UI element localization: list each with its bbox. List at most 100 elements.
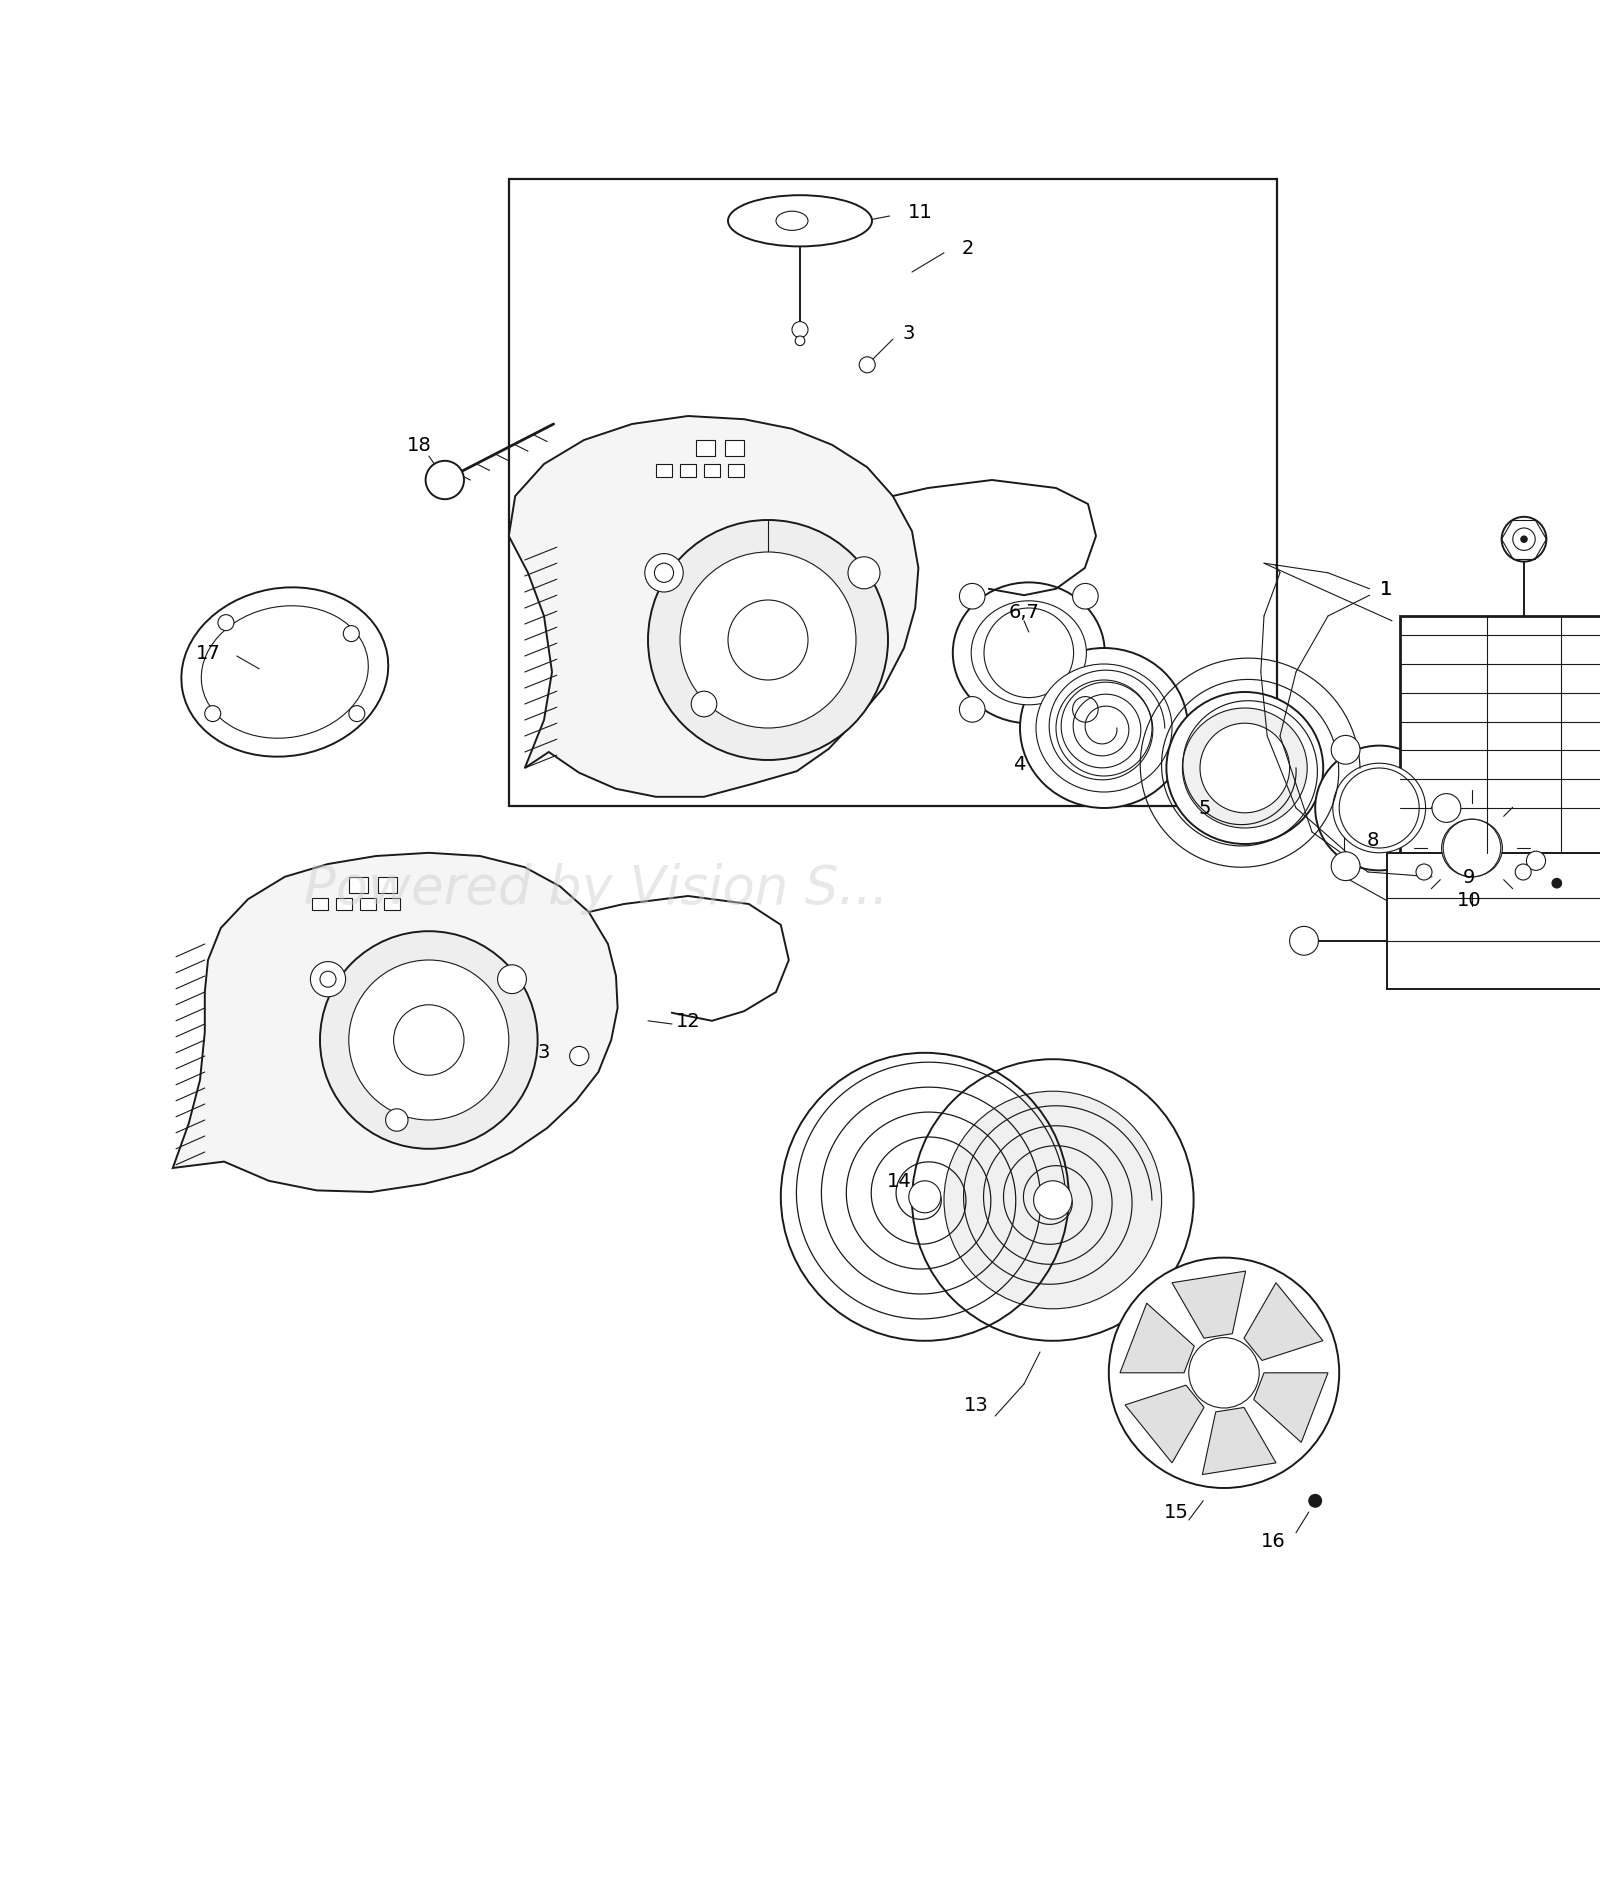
Circle shape	[218, 616, 234, 631]
Bar	[509, 179, 1277, 807]
Polygon shape	[1125, 1385, 1205, 1464]
Ellipse shape	[1202, 727, 1290, 810]
Circle shape	[1200, 723, 1290, 814]
Text: 6,7: 6,7	[1008, 603, 1040, 621]
Circle shape	[1109, 1258, 1339, 1489]
Text: 9: 9	[1462, 867, 1475, 886]
Circle shape	[310, 962, 346, 997]
Text: Powered by Vision S...: Powered by Vision S...	[304, 863, 888, 914]
Ellipse shape	[971, 601, 1086, 705]
Ellipse shape	[1430, 808, 1514, 888]
Circle shape	[1552, 878, 1562, 888]
Bar	[360, 897, 376, 910]
Bar	[384, 897, 400, 910]
Circle shape	[394, 1005, 464, 1075]
Circle shape	[205, 706, 221, 722]
Text: 18: 18	[406, 436, 432, 455]
Circle shape	[1189, 1337, 1259, 1409]
Bar	[728, 465, 744, 478]
Circle shape	[344, 627, 360, 642]
Circle shape	[1526, 852, 1546, 871]
Bar	[336, 897, 352, 910]
Circle shape	[1290, 927, 1318, 956]
Ellipse shape	[728, 196, 872, 247]
Bar	[696, 440, 715, 457]
Circle shape	[984, 608, 1074, 699]
Circle shape	[645, 553, 683, 593]
Text: 3: 3	[538, 1043, 550, 1062]
Bar	[378, 876, 397, 893]
Bar	[704, 465, 720, 478]
Bar	[312, 897, 328, 910]
Text: 14: 14	[886, 1171, 912, 1190]
Bar	[656, 465, 672, 478]
Polygon shape	[1202, 1407, 1277, 1475]
Circle shape	[426, 461, 464, 501]
Circle shape	[848, 557, 880, 589]
Circle shape	[792, 323, 808, 338]
Circle shape	[1514, 529, 1536, 552]
Circle shape	[1339, 769, 1419, 848]
Circle shape	[1515, 865, 1531, 880]
Circle shape	[1056, 680, 1152, 776]
Ellipse shape	[776, 212, 808, 230]
Circle shape	[728, 601, 808, 680]
Circle shape	[1309, 1494, 1322, 1507]
Polygon shape	[1120, 1303, 1194, 1373]
Circle shape	[648, 521, 888, 761]
Circle shape	[909, 1181, 941, 1213]
Circle shape	[795, 336, 805, 346]
Circle shape	[960, 584, 986, 610]
Circle shape	[944, 1092, 1162, 1309]
Polygon shape	[1245, 1283, 1323, 1360]
Circle shape	[1331, 852, 1360, 880]
Circle shape	[680, 553, 856, 729]
Circle shape	[691, 691, 717, 718]
Text: 10: 10	[1456, 890, 1482, 909]
Text: 13: 13	[963, 1396, 989, 1415]
Polygon shape	[509, 417, 918, 797]
Bar	[1387, 854, 1600, 990]
Circle shape	[1501, 518, 1546, 563]
Ellipse shape	[1166, 693, 1323, 844]
Bar	[349, 876, 368, 893]
Text: 12: 12	[675, 1013, 701, 1031]
Ellipse shape	[1315, 746, 1443, 871]
Circle shape	[859, 357, 875, 374]
Circle shape	[349, 960, 509, 1120]
Text: 5: 5	[1198, 799, 1211, 818]
Circle shape	[320, 931, 538, 1149]
Circle shape	[1443, 820, 1501, 876]
Polygon shape	[1171, 1271, 1246, 1339]
Circle shape	[1416, 865, 1432, 880]
Ellipse shape	[1333, 763, 1426, 854]
Text: 3: 3	[902, 325, 915, 344]
Ellipse shape	[954, 584, 1104, 723]
Circle shape	[1331, 737, 1360, 765]
Circle shape	[654, 565, 674, 584]
Text: 16: 16	[1261, 1532, 1286, 1551]
Ellipse shape	[1442, 820, 1502, 876]
Bar	[1400, 616, 1600, 854]
Circle shape	[1072, 584, 1098, 610]
Ellipse shape	[181, 587, 389, 757]
Polygon shape	[1254, 1373, 1328, 1443]
Text: 1: 1	[1379, 580, 1392, 599]
Polygon shape	[173, 854, 618, 1192]
Ellipse shape	[1182, 708, 1307, 829]
Circle shape	[1520, 536, 1526, 544]
Bar	[680, 465, 696, 478]
Text: 4: 4	[1013, 754, 1026, 773]
Text: 2: 2	[962, 240, 974, 259]
Text: 17: 17	[195, 644, 221, 663]
Circle shape	[912, 1060, 1194, 1341]
Circle shape	[1432, 793, 1461, 824]
Text: 8: 8	[1366, 831, 1379, 850]
Circle shape	[960, 697, 986, 723]
Circle shape	[320, 971, 336, 988]
Circle shape	[498, 965, 526, 994]
Ellipse shape	[1021, 648, 1187, 808]
Ellipse shape	[1037, 665, 1171, 793]
Circle shape	[570, 1047, 589, 1065]
Text: 1: 1	[1379, 580, 1392, 599]
